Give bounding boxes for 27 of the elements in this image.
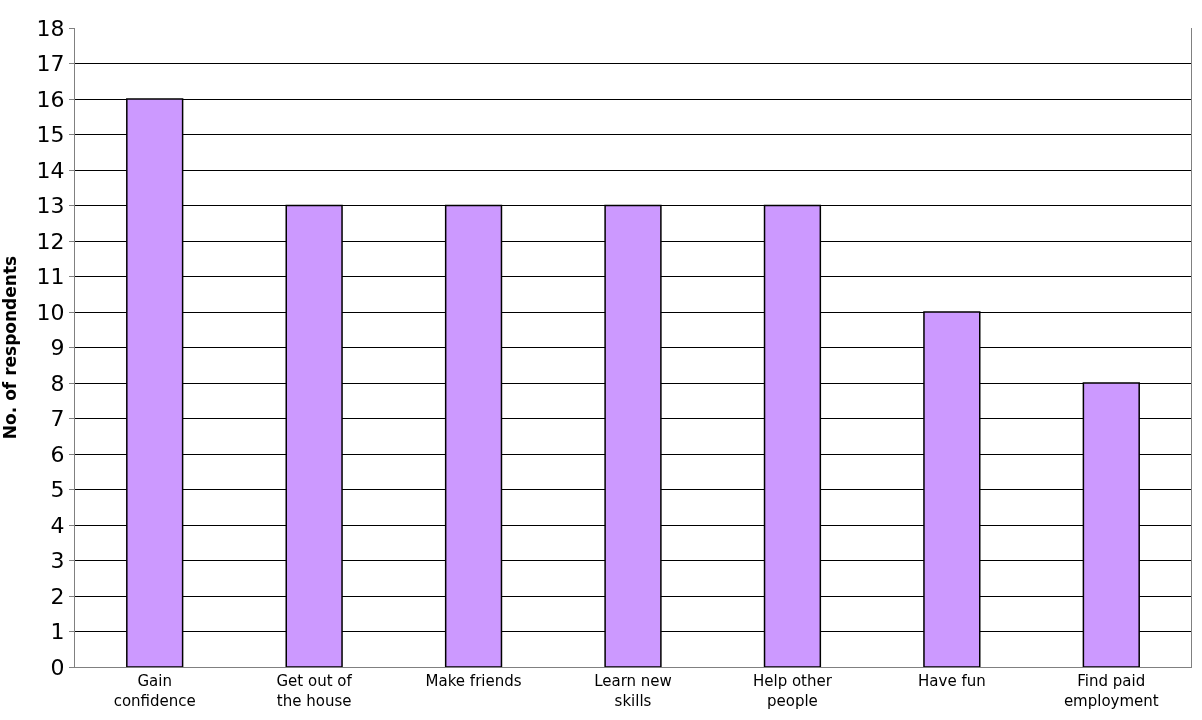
y-tick-label: 2 [50,583,65,609]
y-tick-label: 3 [50,548,65,574]
y-tick-label: 0 [50,654,65,680]
x-tick-label: Gain confidence [113,672,196,710]
x-tick-label: Make friends [425,672,522,690]
x-tick-label: Find paid employment [1063,672,1159,710]
y-tick-label: 11 [36,264,65,290]
y-tick-label: 9 [50,335,65,361]
y-tick-label: 13 [36,193,65,219]
y-tick-label: 18 [36,15,65,41]
y-tick-label: 17 [36,51,65,77]
x-tick-label: Help other people [752,672,833,710]
y-axis-title: No. of respondents [0,255,21,440]
x-tick-label: Get out of the house [276,672,353,710]
y-tick-label: 8 [50,370,65,396]
y-tick-label: 16 [36,86,65,112]
y-tick-label: 10 [36,299,65,325]
y-tick-label: 12 [36,228,65,254]
y-tick-label: 1 [50,619,65,645]
y-tick-label: 7 [50,406,65,432]
x-tick-label: Have fun [918,672,986,690]
y-tick-label: 5 [50,477,65,503]
y-tick-label: 15 [36,122,65,148]
y-tick-label: 6 [50,441,65,467]
y-tick-label: 4 [50,512,65,538]
x-tick-label: Learn new skills [594,672,672,710]
y-tick-label: 14 [36,157,65,183]
